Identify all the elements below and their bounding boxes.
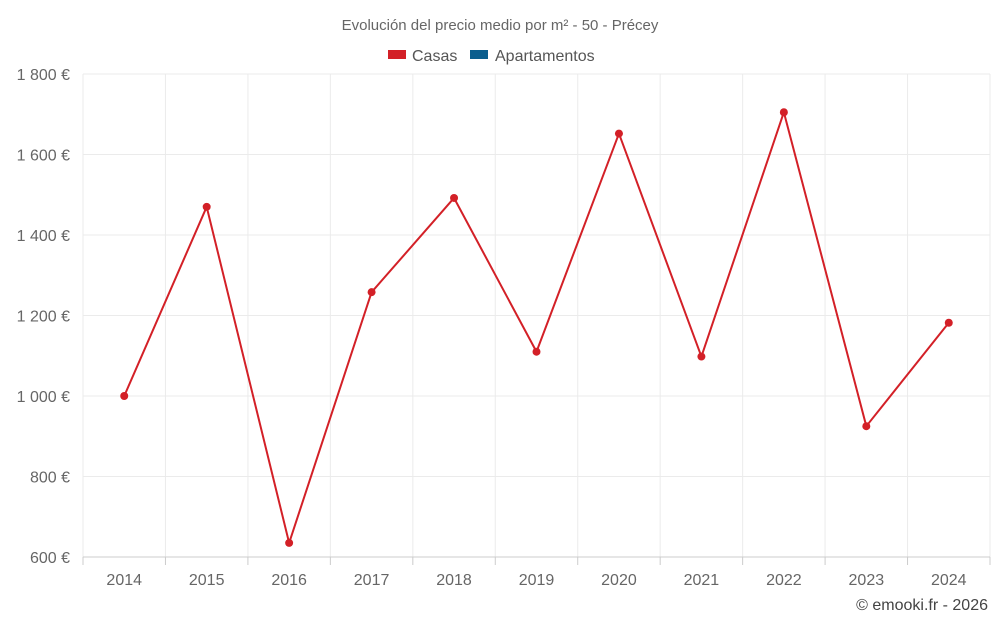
legend-label-casas: Casas (412, 48, 457, 65)
data-point-casas-2017 (367, 288, 376, 297)
legend: Casas Apartamentos (388, 48, 595, 65)
x-tick-label: 2021 (684, 572, 720, 589)
x-tick-label: 2017 (354, 572, 390, 589)
x-tick-label: 2015 (189, 572, 225, 589)
data-point-casas-2020 (614, 129, 623, 138)
y-tick-label: 600 € (30, 550, 70, 567)
x-tick-label: 2014 (106, 572, 142, 589)
x-tick-label: 2023 (849, 572, 885, 589)
data-point-casas-2021 (697, 352, 706, 361)
x-tick-label: 2019 (519, 572, 555, 589)
data-point-casas-2022 (779, 108, 788, 117)
y-tick-label: 1 200 € (17, 309, 70, 326)
y-tick-label: 1 400 € (17, 228, 70, 245)
x-tick-label: 2024 (931, 572, 967, 589)
x-tick-label: 2022 (766, 572, 802, 589)
x-axis-labels: 2014 2015 2016 2017 2018 2019 2020 2021 2022 2023… (106, 572, 966, 589)
x-tick-label: 2016 (271, 572, 307, 589)
data-point-casas-2014 (120, 392, 129, 400)
legend-swatch-apartamentos (470, 50, 488, 59)
y-tick-label: 800 € (30, 470, 70, 487)
series-casas (120, 108, 953, 547)
legend-label-apartamentos: Apartamentos (495, 48, 595, 65)
y-tick-label: 1 600 € (17, 148, 70, 165)
chart-title: Evolución del precio medio por m² - 50 -… (342, 17, 659, 34)
x-tick-label: 2020 (601, 572, 637, 589)
x-axis (82, 556, 991, 565)
legend-item-apartamentos[interactable]: Apartamentos (470, 48, 595, 65)
x-tick-label: 2018 (436, 572, 472, 589)
data-point-casas-2016 (285, 538, 294, 547)
data-point-casas-2019 (532, 347, 541, 356)
y-axis-labels: 600 € 800 € 1 000 € 1 200 € 1 400 € 1 600 € 1 … (17, 67, 70, 567)
y-tick-label: 1 000 € (17, 389, 70, 406)
data-point-casas-2024 (944, 318, 953, 327)
credit-text: © emooki.fr - 2026 (856, 597, 988, 614)
legend-swatch-casas (388, 50, 406, 59)
y-tick-label: 1 800 € (17, 67, 70, 84)
grid (82, 73, 991, 557)
data-point-casas-2023 (862, 422, 871, 431)
data-point-casas-2018 (450, 193, 459, 202)
data-point-casas-2015 (202, 202, 211, 211)
legend-item-casas[interactable]: Casas (388, 48, 457, 65)
